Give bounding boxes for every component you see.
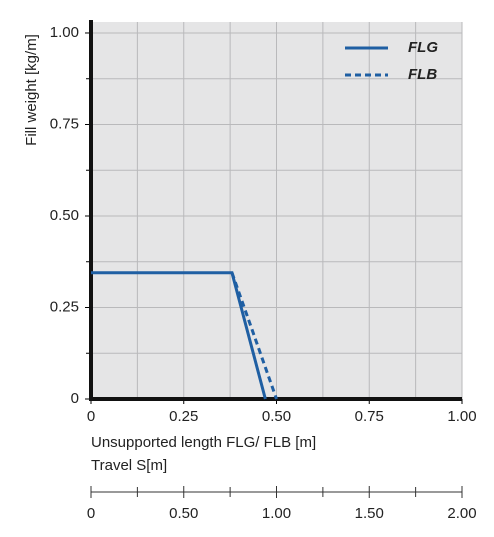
x-axis-label: Unsupported length FLG/ FLB [m] (91, 434, 316, 451)
y-tick-label: 1.00 (50, 24, 79, 41)
x2-tick-label: 1.00 (262, 505, 291, 522)
x2-tick-label: 1.50 (355, 505, 384, 522)
x-tick-label: 0.25 (169, 408, 198, 425)
x2-tick-label: 0 (87, 505, 95, 522)
series-line (230, 272, 278, 400)
legend-label: FLB (408, 66, 437, 83)
x-tick-label: 1.00 (447, 408, 476, 425)
y-tick-label: 0.50 (50, 207, 79, 224)
x2-tick-label: 0.50 (169, 505, 198, 522)
y-axis-label: Fill weight [kg/m] (23, 34, 40, 146)
y-tick-label: 0 (71, 390, 79, 407)
legend-label: FLG (408, 39, 438, 56)
x-tick-label: 0.75 (355, 408, 384, 425)
x-tick-label: 0.50 (262, 408, 291, 425)
x2-axis-label: Travel S[m] (91, 457, 167, 474)
y-tick-label: 0.75 (50, 115, 79, 132)
y-tick-label: 0.25 (50, 298, 79, 315)
x-tick-label: 0 (87, 408, 95, 425)
x2-tick-label: 2.00 (447, 505, 476, 522)
